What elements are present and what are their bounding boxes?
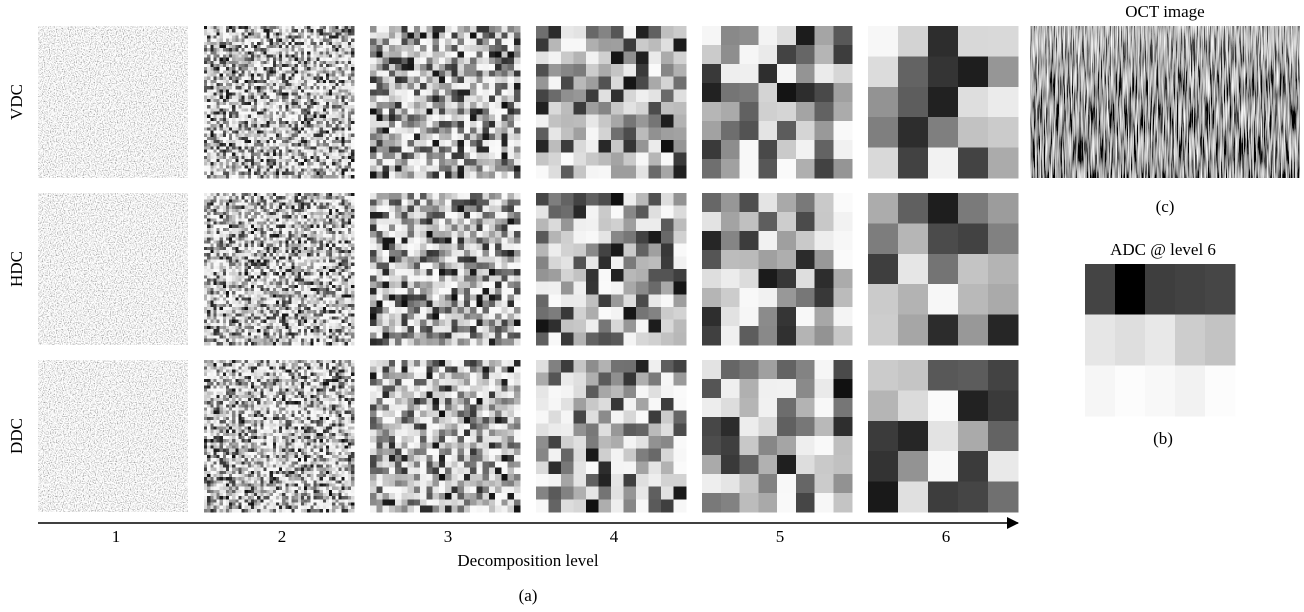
coefficient-tile — [204, 193, 354, 345]
adc-cell — [1085, 264, 1115, 315]
coefficient-tile — [536, 193, 686, 345]
oct-image-fade — [1030, 26, 1300, 178]
coefficient-tile — [536, 26, 686, 178]
coefficient-images — [38, 26, 1018, 512]
adc-cell — [1145, 315, 1175, 366]
adc-image — [1085, 264, 1235, 416]
adc-cell — [1205, 264, 1235, 315]
level-label: 3 — [444, 527, 453, 546]
panel-title: ADC @ level 6 — [1110, 240, 1216, 259]
coefficient-tile — [702, 360, 852, 512]
coefficient-tile — [204, 360, 354, 512]
adc-cell — [1085, 315, 1115, 366]
level-label: 1 — [112, 527, 121, 546]
level-label: 4 — [610, 527, 619, 546]
coefficient-tile — [370, 26, 520, 178]
adc-cell — [1175, 315, 1205, 366]
coefficient-tile — [38, 360, 188, 512]
level-label: 5 — [776, 527, 785, 546]
adc-cell — [1115, 315, 1145, 366]
adc-cell — [1205, 365, 1235, 416]
coefficient-tile — [702, 26, 852, 178]
coefficient-tile — [868, 26, 1018, 178]
adc-cell — [1145, 264, 1175, 315]
level-label: 2 — [278, 527, 287, 546]
row-label: HDC — [7, 251, 26, 287]
adc-cell — [1175, 365, 1205, 416]
coefficient-tile — [536, 360, 686, 512]
coefficient-tile — [38, 193, 188, 345]
coefficient-tile — [204, 26, 354, 178]
adc-cell — [1145, 365, 1175, 416]
adc-cell — [1115, 365, 1145, 416]
coefficient-tile — [370, 360, 520, 512]
coefficient-tile — [702, 193, 852, 345]
adc-cell — [1205, 315, 1235, 366]
row-label: VDC — [7, 84, 26, 120]
coefficient-tile — [38, 26, 188, 178]
coefficient-tile — [370, 193, 520, 345]
adc-cell — [1175, 264, 1205, 315]
caption: (b) — [1153, 429, 1173, 448]
coefficient-tile — [868, 193, 1018, 345]
panel-title: OCT image — [1125, 2, 1204, 21]
coefficient-tile — [868, 360, 1018, 512]
level-label: 6 — [942, 527, 951, 546]
axis-label: Decomposition level — [457, 551, 598, 570]
caption: (c) — [1156, 197, 1175, 216]
caption: (a) — [519, 586, 538, 605]
adc-cell — [1115, 264, 1145, 315]
adc-cell — [1085, 365, 1115, 416]
row-label: DDC — [7, 418, 26, 454]
